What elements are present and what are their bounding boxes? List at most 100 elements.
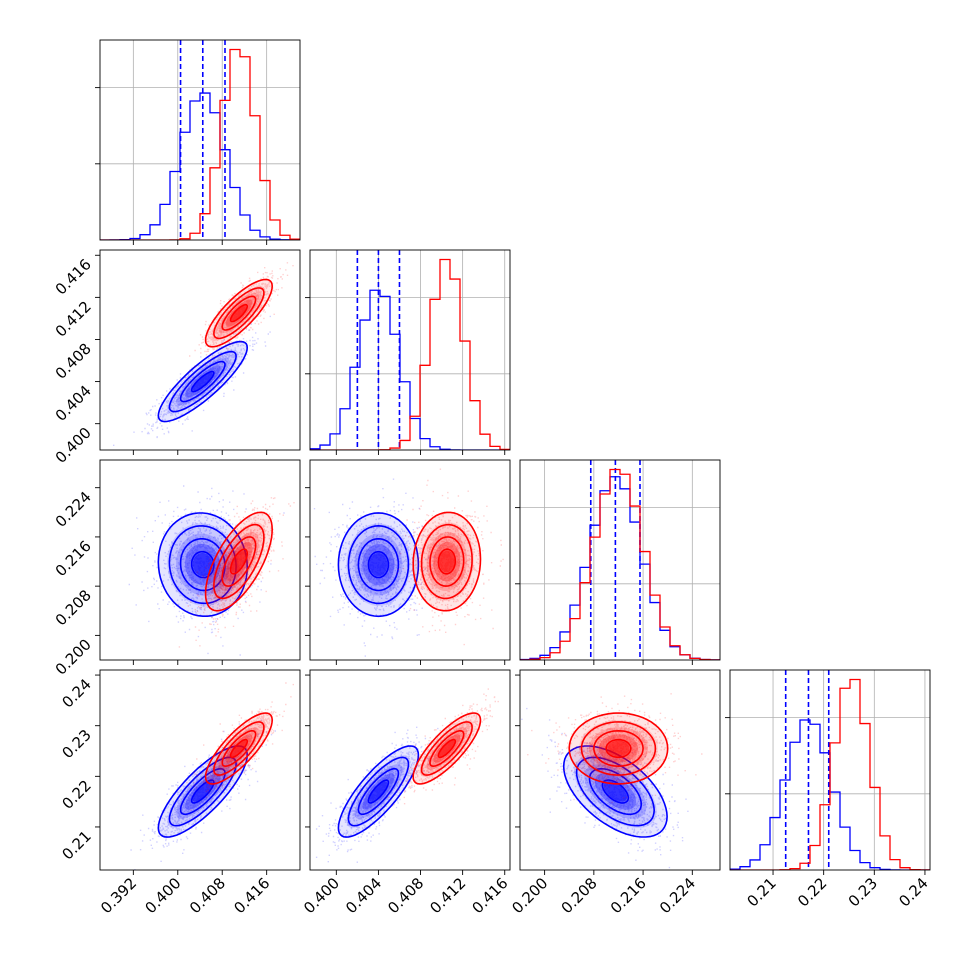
x-tick-label: 0.408 <box>384 874 427 917</box>
y-tick-label: 0.23 <box>58 726 94 762</box>
contour-line <box>429 536 465 587</box>
contour-line <box>412 712 482 785</box>
scatter-panel-3-2 <box>521 693 703 869</box>
contour-line <box>157 512 249 617</box>
density-level <box>369 781 388 802</box>
contour-line <box>412 511 482 612</box>
x-tick-label: 0.416 <box>230 874 273 917</box>
y-tick-label: 0.21 <box>58 827 94 863</box>
y-tick-label: 0.24 <box>58 675 94 711</box>
density-level <box>439 740 455 757</box>
hist-panel-1 <box>310 250 510 450</box>
contour-line <box>204 712 274 785</box>
density-level <box>231 550 247 573</box>
y-tick-label: 0.216 <box>52 537 95 580</box>
contour-line <box>221 536 257 587</box>
y-tick-label: 0.416 <box>52 255 95 298</box>
y-tick-label: 0.400 <box>52 424 95 467</box>
contour-line <box>347 756 410 827</box>
contour-line <box>437 548 457 575</box>
panel-frame <box>309 459 511 661</box>
y-tick-label: 0.224 <box>52 488 95 531</box>
contour-line <box>204 511 274 612</box>
x-tick-label: 0.408 <box>186 874 229 917</box>
hist-series-0 <box>100 92 300 240</box>
contour-line <box>367 779 390 804</box>
y-tick-label: 0.22 <box>58 776 94 812</box>
contour-line <box>190 370 215 393</box>
density-level <box>192 781 213 802</box>
x-tick-label: 0.404 <box>342 874 385 917</box>
panel-frame <box>99 669 301 871</box>
y-tick-label: 0.408 <box>52 340 95 383</box>
contour-line <box>190 779 215 804</box>
density-level <box>603 781 627 802</box>
contour-line <box>213 287 265 340</box>
contour-line <box>357 537 400 592</box>
contour-line <box>429 730 465 768</box>
contour-line <box>357 767 400 816</box>
contour-line <box>168 756 237 827</box>
contour-line <box>562 745 668 838</box>
scatter-panel-3-0 <box>130 682 294 870</box>
contour-line <box>420 721 473 776</box>
contour-line <box>229 548 248 575</box>
panel-frame <box>309 249 511 451</box>
contour-line <box>157 745 249 838</box>
contour-line <box>204 278 274 348</box>
y-tick-label: 0.412 <box>52 297 95 340</box>
panel-frame <box>519 459 721 661</box>
density-level <box>192 553 213 577</box>
panel-frame <box>309 669 511 871</box>
scatter-panel-2-1 <box>313 468 504 657</box>
hist-panel-2 <box>520 460 720 660</box>
density-level <box>192 372 213 391</box>
density-level <box>607 740 630 757</box>
x-tick-label: 0.412 <box>426 874 469 917</box>
x-tick-label: 0.216 <box>607 874 650 917</box>
x-tick-label: 0.24 <box>895 874 931 910</box>
contour-line <box>221 295 257 331</box>
x-tick-label: 0.200 <box>508 874 551 917</box>
panel-frame <box>729 669 931 871</box>
x-tick-label: 0.400 <box>300 874 343 917</box>
x-tick-label: 0.21 <box>744 874 780 910</box>
y-tick-label: 0.208 <box>52 586 95 629</box>
density-level <box>231 740 247 757</box>
x-tick-label: 0.392 <box>97 874 140 917</box>
contour-line <box>157 340 249 423</box>
panel-frame <box>99 39 301 241</box>
x-tick-label: 0.23 <box>845 874 881 910</box>
scatter-points-0 <box>313 478 440 657</box>
contour-line <box>229 738 248 759</box>
y-tick-label: 0.200 <box>52 635 95 678</box>
contour-line <box>437 738 457 759</box>
contour-line <box>337 745 420 838</box>
panel-frame <box>99 249 301 451</box>
x-tick-label: 0.416 <box>468 874 511 917</box>
hist-series-1 <box>730 678 930 870</box>
contour-line <box>420 523 473 600</box>
y-tick-label: 0.404 <box>52 382 95 425</box>
contour-line <box>168 350 237 413</box>
density-level <box>369 553 388 577</box>
contour-line <box>580 721 657 776</box>
contour-line <box>367 550 390 579</box>
contour-line <box>221 730 257 768</box>
contour-line <box>337 512 420 618</box>
hist-series-1 <box>100 48 300 240</box>
x-tick-label: 0.224 <box>656 874 699 917</box>
contour-line <box>213 721 265 776</box>
contour-line <box>588 768 643 816</box>
hist-series-0 <box>520 476 720 660</box>
contour-line <box>213 523 265 600</box>
hist-panel-0 <box>100 40 300 240</box>
contour-line <box>168 525 237 605</box>
panel-frame <box>99 459 301 661</box>
x-tick-label: 0.208 <box>558 874 601 917</box>
x-tick-label: 0.400 <box>142 874 185 917</box>
density-level <box>231 305 247 321</box>
contour-line <box>592 729 644 768</box>
contour-line <box>568 712 669 785</box>
